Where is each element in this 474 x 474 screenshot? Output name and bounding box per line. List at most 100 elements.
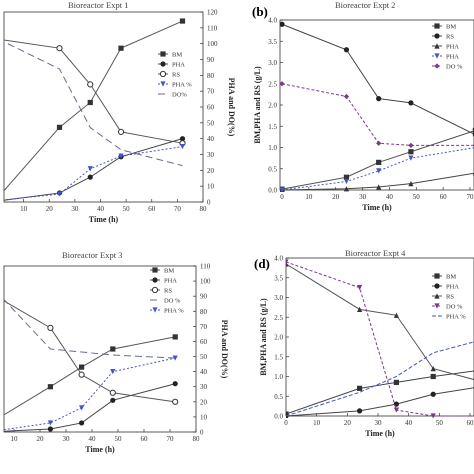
- x-tick-label: 50: [413, 193, 421, 201]
- y-tick-label: 20: [207, 167, 215, 175]
- series-line: [281, 23, 474, 135]
- data-point: [0, 195, 1, 200]
- data-point: [160, 61, 166, 67]
- data-point: [376, 184, 382, 190]
- data-point: [179, 143, 186, 150]
- data-point: [357, 306, 363, 312]
- x-axis-label: Time (h): [85, 445, 115, 454]
- y-tick-label: 30: [207, 151, 215, 159]
- panel-label: (b): [252, 4, 268, 19]
- y-tick-label: 3.0: [274, 294, 283, 302]
- chart-panel-4: Bioreactor Expt 4 (d) 0 10 20 30 40 50 60 Time (h…: [254, 248, 474, 438]
- y-tick-label: 0: [200, 429, 204, 437]
- series-rs: [280, 21, 474, 137]
- y-tick-label: 50: [207, 119, 215, 127]
- data-point: [280, 81, 285, 87]
- data-point: [408, 142, 414, 148]
- series-line: [286, 387, 474, 417]
- series-line: [286, 341, 474, 417]
- data-point: [79, 405, 85, 411]
- x-tick-label: 0: [284, 419, 288, 427]
- y-tick-label: 70: [200, 323, 208, 331]
- legend-label: BM: [164, 267, 174, 274]
- x-tick-label: 10: [20, 205, 28, 213]
- data-point: [47, 420, 53, 426]
- data-point: [280, 21, 285, 27]
- series-pha: [280, 144, 474, 192]
- data-point: [430, 413, 436, 418]
- legend-label: RS: [172, 71, 180, 78]
- y-tick-label: 2.5: [274, 314, 283, 322]
- data-point: [87, 166, 93, 172]
- chart-title: Bioreactor Expt 3: [62, 250, 122, 260]
- data-point: [357, 408, 363, 414]
- data-point: [434, 53, 440, 59]
- data-point: [434, 63, 440, 69]
- y-tick-label: 60: [200, 338, 208, 346]
- y-tick-label: 80: [200, 308, 208, 316]
- x-tick-label: 40: [89, 435, 97, 443]
- series-pha: [4, 381, 178, 432]
- y-tick-label: 2.5: [268, 80, 277, 88]
- data-point: [110, 397, 116, 403]
- data-point: [0, 198, 1, 203]
- data-point: [376, 159, 382, 165]
- y-tick-label: 30: [200, 383, 208, 391]
- data-point: [357, 385, 363, 391]
- x-axis-label: Time (h): [365, 429, 395, 438]
- x-tick-label: 20: [46, 205, 54, 213]
- legend-label: RS: [446, 293, 454, 300]
- legend-label: PHA %: [164, 307, 184, 314]
- data-point: [152, 267, 158, 273]
- series-bm: [0, 18, 186, 200]
- x-tick-label: 0: [280, 193, 284, 201]
- y-axis-label: BM,PHA and RS (g/L): [253, 66, 262, 144]
- legend: BM PHA RS DO % PHA %: [150, 267, 184, 314]
- series-pha: [280, 172, 474, 192]
- series-line: [4, 41, 183, 167]
- y-tick-label: 60: [207, 104, 215, 112]
- data-point: [434, 273, 440, 279]
- series-line: [4, 298, 176, 359]
- series-layer: [280, 21, 474, 192]
- x-tick-label: 80: [193, 435, 201, 443]
- data-point: [172, 398, 179, 405]
- data-point: [79, 364, 85, 370]
- legend-label: DO%: [172, 91, 187, 98]
- x-axis-label: Time (h): [89, 215, 119, 224]
- data-point: [172, 355, 178, 361]
- y-tick-label: 120: [207, 9, 218, 17]
- data-point: [408, 181, 414, 187]
- series-pha: [0, 143, 186, 203]
- x-tick-label: 40: [97, 205, 105, 213]
- y-tick-label: 20: [200, 398, 208, 406]
- series-bm: [280, 127, 474, 192]
- data-point: [118, 45, 124, 51]
- data-point: [393, 312, 399, 318]
- x-tick-label: 30: [359, 193, 367, 201]
- data-point: [47, 324, 54, 331]
- x-tick-label: 20: [332, 193, 340, 201]
- y-tick-label: 1.0: [268, 144, 277, 152]
- y-tick-label: 90: [207, 56, 215, 64]
- y-tick-label: 1.5: [268, 123, 277, 131]
- data-point: [110, 346, 116, 352]
- legend-label: PHA: [164, 277, 177, 284]
- y-tick-label: 0: [207, 199, 211, 207]
- y-tick-label: 40: [200, 368, 208, 376]
- series-line: [4, 300, 176, 403]
- plot-frame: [3, 11, 204, 203]
- data-point: [47, 426, 54, 432]
- legend-label: PHA %: [172, 81, 192, 88]
- x-tick-label: 70: [174, 205, 182, 213]
- data-point: [393, 379, 399, 386]
- y-tick-label: 10: [200, 413, 208, 421]
- data-point: [159, 70, 167, 78]
- data-point: [430, 366, 436, 372]
- y-tick-label: 40: [207, 135, 215, 143]
- legend-label: DO %: [446, 63, 463, 70]
- legend-label: RS: [446, 33, 454, 40]
- chart-panel-1: Bioreactor Expt 1 10 20 30 40 50 60 70 80 Time (h…: [0, 0, 236, 224]
- y-tick-label: 90: [200, 293, 208, 301]
- y-tick-label: 4.0: [274, 255, 283, 263]
